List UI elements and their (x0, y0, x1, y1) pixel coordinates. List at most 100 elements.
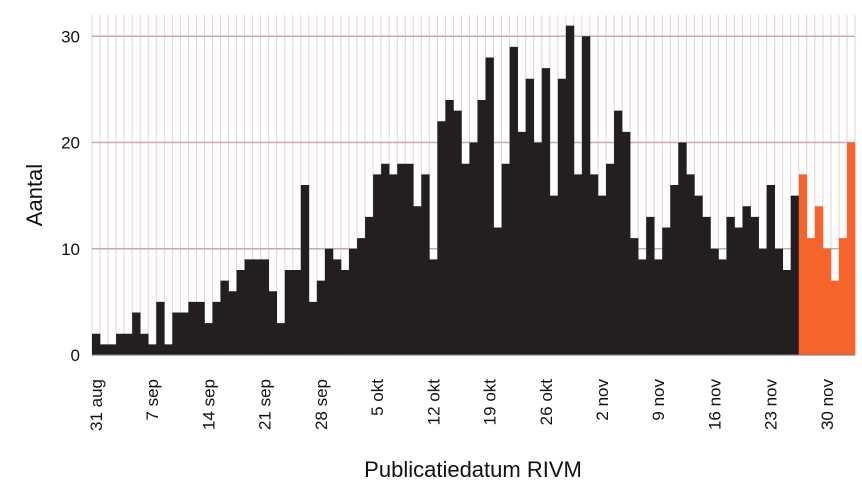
bar (606, 163, 615, 355)
bar (373, 174, 382, 355)
bar (132, 312, 141, 355)
x-tick-label: 21 sep (256, 379, 275, 430)
x-tick-label: 5 okt (368, 379, 387, 416)
bar (276, 323, 286, 355)
bar (92, 333, 101, 355)
bar (108, 344, 117, 355)
bar (260, 259, 269, 355)
bar (485, 57, 494, 355)
bar (172, 312, 181, 355)
bar (212, 301, 221, 355)
bar (308, 301, 318, 355)
bar (413, 206, 422, 355)
bar (252, 259, 261, 355)
bar (654, 259, 663, 355)
bar (220, 280, 229, 355)
bar (509, 46, 518, 355)
y-tick-label: 0 (71, 346, 80, 365)
bar (806, 238, 816, 355)
bar (228, 291, 237, 355)
bar (782, 270, 792, 355)
bar (726, 216, 735, 355)
bar (365, 216, 374, 355)
y-tick-label: 10 (61, 240, 80, 259)
bar (349, 248, 358, 355)
bar (116, 333, 125, 355)
x-tick-label: 16 nov (705, 379, 724, 431)
bar (324, 248, 334, 355)
x-tick-label: 19 okt (481, 379, 500, 426)
bar (389, 174, 398, 355)
bar (300, 185, 310, 355)
bar (429, 259, 438, 355)
bar (461, 163, 470, 355)
bar (638, 259, 647, 355)
bar (437, 121, 446, 355)
bar (292, 270, 302, 355)
bar (316, 280, 326, 355)
bar (124, 333, 133, 355)
x-tick-label: 14 sep (199, 379, 218, 430)
bar (614, 110, 623, 355)
bar (597, 195, 607, 355)
bar (405, 163, 414, 355)
bar (686, 174, 695, 355)
bar (678, 142, 687, 355)
bar (822, 248, 832, 355)
bar (814, 206, 824, 355)
bar (517, 131, 527, 355)
bar (774, 248, 784, 355)
x-tick-label: 28 sep (312, 379, 331, 430)
bar (830, 280, 840, 355)
bar (381, 163, 390, 355)
y-axis-label: Aantal (22, 164, 47, 226)
x-tick-label: 2 nov (593, 379, 612, 421)
bar (694, 195, 703, 355)
y-tick-label: 20 (61, 134, 80, 153)
bar (180, 312, 189, 355)
x-tick-label: 31 aug (87, 379, 106, 431)
bar (541, 68, 551, 355)
bar (750, 216, 759, 355)
bar (670, 185, 679, 355)
bar (742, 206, 751, 355)
bar (525, 78, 535, 355)
bar (477, 100, 486, 355)
bar (284, 270, 294, 355)
bar (164, 344, 173, 355)
x-tick-label: 26 okt (537, 379, 556, 426)
bar (397, 163, 406, 355)
bar (140, 333, 149, 355)
bar (710, 248, 719, 355)
bar (501, 163, 510, 355)
bar (204, 323, 213, 355)
bar (156, 301, 165, 355)
x-axis-label: Publicatiedatum RIVM (364, 457, 582, 482)
x-tick-label: 12 okt (424, 379, 443, 426)
bar (798, 174, 808, 355)
bar (100, 344, 109, 355)
bar (148, 344, 157, 355)
bar (565, 25, 575, 355)
bar (557, 78, 567, 355)
bar (581, 36, 591, 355)
x-tick-label: 30 nov (818, 379, 837, 431)
y-tick-label: 30 (61, 27, 80, 46)
bar (188, 301, 197, 355)
bar (244, 259, 253, 355)
bar (549, 195, 559, 355)
bar (573, 174, 583, 355)
bar (469, 142, 478, 355)
bar (662, 227, 671, 355)
bar (236, 270, 245, 355)
bar (702, 216, 711, 355)
bar (622, 131, 631, 355)
bar (421, 174, 430, 355)
bar (196, 301, 205, 355)
x-tick-label: 23 nov (762, 379, 781, 431)
x-tick-label: 7 sep (143, 379, 162, 421)
bar (332, 259, 342, 355)
bar (838, 238, 848, 355)
